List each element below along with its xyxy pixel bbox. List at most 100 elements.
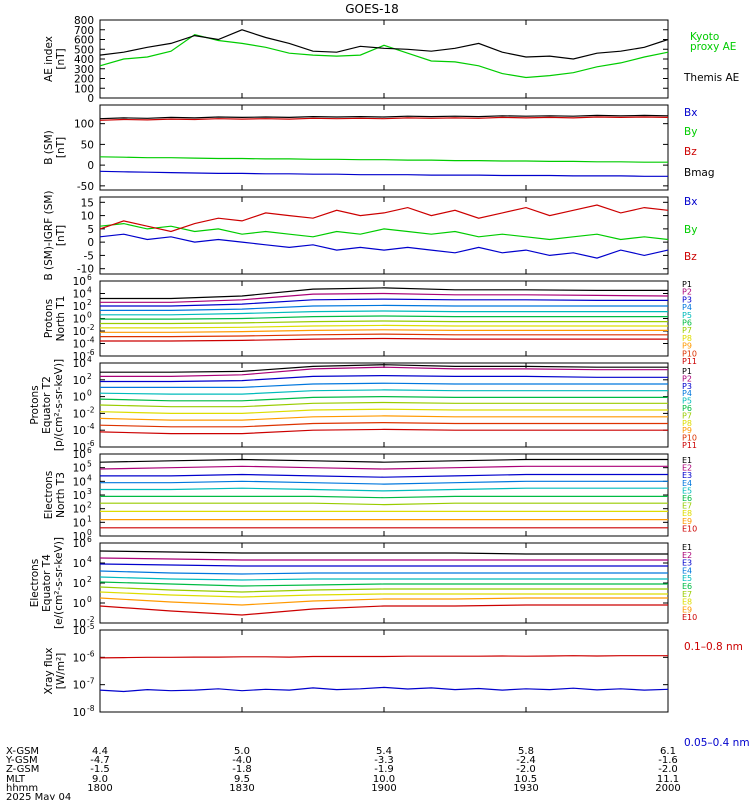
legend-label: proxy AE (690, 41, 736, 53)
legend-label: E1 (682, 456, 692, 465)
y-axis-label: Equator T2 (41, 376, 53, 434)
legend-label: Bx (684, 196, 697, 208)
y-tick-label: 800 (74, 15, 94, 27)
x-tick-label: 1830 (229, 783, 254, 794)
x-tick-label: 10.0 (373, 774, 395, 785)
y-tick-label: 10 (73, 618, 86, 630)
y-tick-exponent: -2 (87, 323, 95, 332)
y-tick-label: 10 (73, 652, 86, 664)
legend-label: By (684, 126, 697, 138)
y-tick-label: 10 (73, 517, 86, 529)
series-line-e8 (99, 591, 668, 598)
legend-label: E6 (682, 494, 692, 503)
y-tick-exponent: -6 (87, 348, 95, 357)
y-tick-label: 15 (81, 197, 94, 209)
y-axis-label: Equator T4 (41, 554, 53, 612)
y-tick-label: 10 (73, 463, 86, 475)
x-tick-label: -1.6 (658, 755, 678, 766)
panel-bsm: -50 0 50 100 B (SM) [nT] Bx By Bz Bmag (43, 104, 715, 193)
legend-label: P7 (682, 326, 692, 335)
y-tick-exponent: 0 (87, 311, 92, 320)
panel-frame (99, 19, 669, 99)
x-tick-label: 1800 (87, 783, 112, 794)
y-tick-label: 10 (73, 392, 86, 404)
series-line-e10 (99, 604, 668, 616)
y-tick-label: 0 (87, 93, 94, 105)
y-axis-label: Electrons (29, 559, 41, 608)
legend-label: E10 (682, 524, 697, 533)
legend-label: P2 (682, 288, 692, 297)
x-tick-label: -2.4 (516, 755, 536, 766)
series-line-p1 (100, 364, 668, 373)
y-tick-exponent: 5 (87, 460, 92, 469)
y-tick-label: -5 (84, 250, 94, 262)
legend-label: P3 (682, 295, 692, 304)
y-tick-label: 10 (73, 490, 86, 502)
legend-label: Bz (684, 146, 697, 158)
y-axis-label: B (SM)-IGRF (SM) (43, 190, 55, 280)
legend-label: E8 (682, 598, 692, 607)
y-tick-label: 10 (73, 358, 86, 370)
y-tick-exponent: 0 (87, 595, 92, 604)
legend-label: P11 (682, 357, 697, 366)
series-line-p9 (100, 329, 668, 333)
y-tick-label: 10 (73, 538, 86, 550)
y-tick-label: 10 (73, 442, 86, 454)
y-axis-label: [nT] (55, 225, 67, 246)
y-tick-exponent: -4 (87, 336, 95, 345)
series-line-bz (99, 116, 669, 121)
y-tick-label: 50 (81, 139, 94, 151)
legend-label: 0.05–0.4 nm (684, 737, 750, 749)
series-line-by (99, 156, 668, 163)
series-line-p6 (99, 395, 668, 402)
legend-label: Bmag (684, 167, 715, 179)
y-tick-label: 10 (73, 625, 86, 637)
x-row-label: hhmm (6, 783, 38, 794)
legend-label: E8 (682, 509, 692, 518)
series-line-e6 (100, 495, 668, 499)
series-line-p9 (99, 415, 668, 421)
legend-label: P10 (682, 349, 697, 358)
legend-label: E4 (682, 566, 692, 575)
series-line-e1 (99, 550, 668, 555)
y-tick-exponent: 4 (87, 555, 92, 564)
legend-label: P5 (682, 397, 692, 406)
y-axis-label: B (SM) (43, 130, 55, 164)
legend-label: E4 (682, 479, 692, 488)
series-line-e4 (100, 480, 668, 485)
y-tick-exponent: 4 (87, 355, 92, 364)
series-line-e5 (100, 487, 668, 492)
series-line-p6 (100, 315, 668, 320)
legend-label: Kyoto (690, 31, 719, 43)
series-line-p1 (100, 287, 668, 300)
y-tick-exponent: 2 (87, 372, 92, 381)
y-axis-label: [nT] (55, 137, 67, 158)
x-tick-label: 4.4 (92, 746, 108, 757)
y-axis-label: [e/(cm²-s-sr-keV)] (53, 537, 65, 629)
y-tick-exponent: 3 (87, 487, 92, 496)
legend-label: E7 (682, 502, 692, 511)
y-axis-label: Protons (43, 299, 55, 338)
x-tick-label: -1.5 (90, 764, 110, 775)
x-tick-label: 6.1 (660, 746, 676, 757)
y-tick-label: 10 (73, 578, 86, 590)
legend-label: P6 (682, 404, 692, 413)
series-line-p2 (100, 366, 668, 377)
x-tick-label: -1.9 (374, 764, 394, 775)
y-tick-label: 10 (73, 289, 86, 301)
legend-label: P8 (682, 334, 692, 343)
y-tick-exponent: -6 (87, 439, 95, 448)
y-tick-exponent: 2 (87, 575, 92, 584)
series-line-p4 (100, 382, 668, 388)
series-line-p10 (100, 333, 668, 338)
legend-label: P3 (682, 382, 692, 391)
x-tick-label: 9.0 (92, 774, 108, 785)
series-line-bz (99, 204, 669, 233)
x-tick-label: 9.5 (234, 774, 250, 785)
legend-label: P10 (682, 434, 697, 443)
